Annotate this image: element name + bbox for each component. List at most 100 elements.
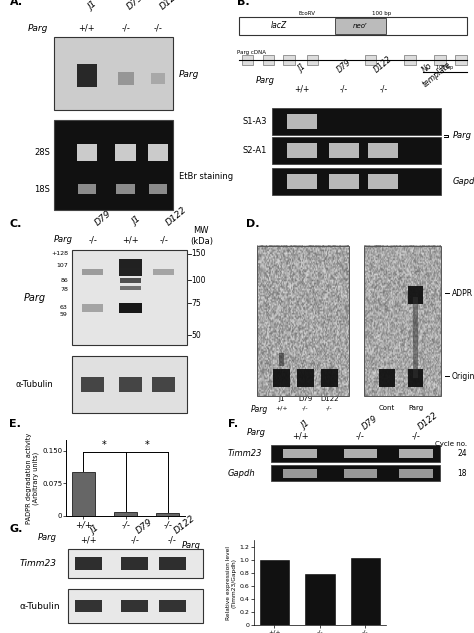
Text: +/+: +/+ — [294, 84, 310, 93]
Text: +/+: +/+ — [81, 536, 97, 544]
Text: EtBr staining: EtBr staining — [179, 172, 233, 181]
Text: (kDa): (kDa) — [190, 237, 213, 246]
Text: MW: MW — [193, 226, 209, 235]
Bar — [159, 557, 186, 570]
Text: +/+: +/+ — [79, 24, 95, 33]
Text: 78: 78 — [60, 287, 68, 292]
Bar — [344, 449, 377, 458]
Text: -/-: -/- — [159, 235, 168, 244]
Text: A.: A. — [9, 0, 23, 8]
Text: J1: J1 — [278, 396, 284, 402]
Text: J1: J1 — [130, 215, 143, 227]
Text: D122: D122 — [172, 514, 197, 536]
Text: 100: 100 — [191, 276, 205, 285]
Bar — [413, 297, 418, 378]
Text: D79: D79 — [298, 396, 312, 402]
Text: +/+: +/+ — [275, 406, 288, 410]
Bar — [82, 269, 103, 275]
Bar — [434, 55, 446, 65]
Bar — [77, 144, 97, 161]
Text: D122: D122 — [164, 205, 188, 227]
Text: Parg: Parg — [28, 24, 48, 33]
Bar — [287, 143, 317, 158]
Bar — [75, 600, 102, 612]
Text: ADPR: ADPR — [451, 289, 473, 298]
Bar — [260, 560, 289, 625]
Text: Cont: Cont — [379, 406, 395, 411]
Bar — [408, 286, 423, 304]
Text: D122: D122 — [416, 410, 439, 432]
Bar — [78, 184, 96, 194]
Bar — [380, 368, 395, 387]
Text: E.: E. — [9, 420, 21, 429]
Bar — [364, 246, 440, 396]
Bar — [335, 18, 386, 34]
Text: 24: 24 — [457, 449, 467, 458]
Bar — [272, 137, 441, 164]
Bar — [151, 73, 165, 84]
Text: -/-: -/- — [154, 24, 163, 33]
Text: No: No — [420, 61, 434, 74]
Text: α-Tubulin: α-Tubulin — [16, 380, 54, 389]
Text: -/-: -/- — [121, 24, 130, 33]
Text: -/-: -/- — [326, 406, 333, 410]
Bar — [156, 513, 180, 516]
Text: 100 bp: 100 bp — [372, 11, 391, 16]
Text: 75: 75 — [191, 299, 201, 308]
Text: 100 bp: 100 bp — [436, 65, 454, 70]
Bar — [119, 259, 142, 268]
Y-axis label: Relative expression level
(Timm23/Gapdh): Relative expression level (Timm23/Gapdh) — [226, 546, 237, 620]
Text: C.: C. — [9, 219, 22, 229]
Text: Parg: Parg — [255, 76, 274, 85]
Bar — [287, 114, 317, 128]
Bar — [119, 377, 142, 392]
Text: Parg: Parg — [179, 70, 199, 78]
Bar — [368, 174, 399, 189]
Bar — [272, 108, 441, 135]
Bar — [118, 72, 134, 85]
Text: -/-: -/- — [356, 431, 365, 441]
Bar — [283, 468, 317, 478]
Bar — [399, 468, 433, 478]
Text: D79: D79 — [360, 414, 380, 432]
Bar — [152, 377, 175, 392]
Bar — [72, 472, 95, 516]
Bar — [257, 246, 349, 396]
Text: Parg: Parg — [37, 533, 56, 542]
Bar — [55, 37, 173, 110]
Bar — [283, 449, 317, 458]
Bar — [82, 377, 104, 392]
Bar — [117, 184, 135, 194]
Text: lacZ: lacZ — [271, 22, 287, 30]
Bar — [121, 557, 148, 570]
Bar — [114, 513, 137, 516]
Text: 63: 63 — [60, 304, 68, 310]
Text: -/-: -/- — [302, 406, 309, 410]
Text: D122: D122 — [373, 54, 394, 74]
Bar — [399, 449, 433, 458]
Text: D79: D79 — [93, 208, 113, 227]
Text: J1: J1 — [300, 420, 312, 432]
Bar — [305, 574, 335, 625]
Bar — [329, 143, 359, 158]
Bar — [351, 558, 380, 625]
Text: *: * — [145, 440, 149, 450]
Text: -/-: -/- — [411, 431, 420, 441]
Text: 18: 18 — [457, 468, 467, 478]
Text: Parg: Parg — [408, 406, 423, 411]
Text: Timm23: Timm23 — [228, 449, 262, 458]
Bar — [121, 600, 148, 612]
Text: +128: +128 — [51, 251, 68, 256]
Text: -/-: -/- — [130, 536, 139, 544]
Bar — [77, 64, 97, 87]
Text: 18S: 18S — [35, 185, 50, 194]
Bar — [148, 144, 168, 161]
Bar — [307, 55, 319, 65]
Bar — [344, 468, 377, 478]
Text: +/+: +/+ — [292, 431, 309, 441]
Text: -/-: -/- — [379, 84, 387, 93]
Text: α-Tubulin: α-Tubulin — [20, 601, 61, 610]
Text: S2-A1: S2-A1 — [243, 146, 267, 155]
Text: Parg: Parg — [247, 429, 266, 437]
Text: Origin: Origin — [451, 372, 474, 380]
